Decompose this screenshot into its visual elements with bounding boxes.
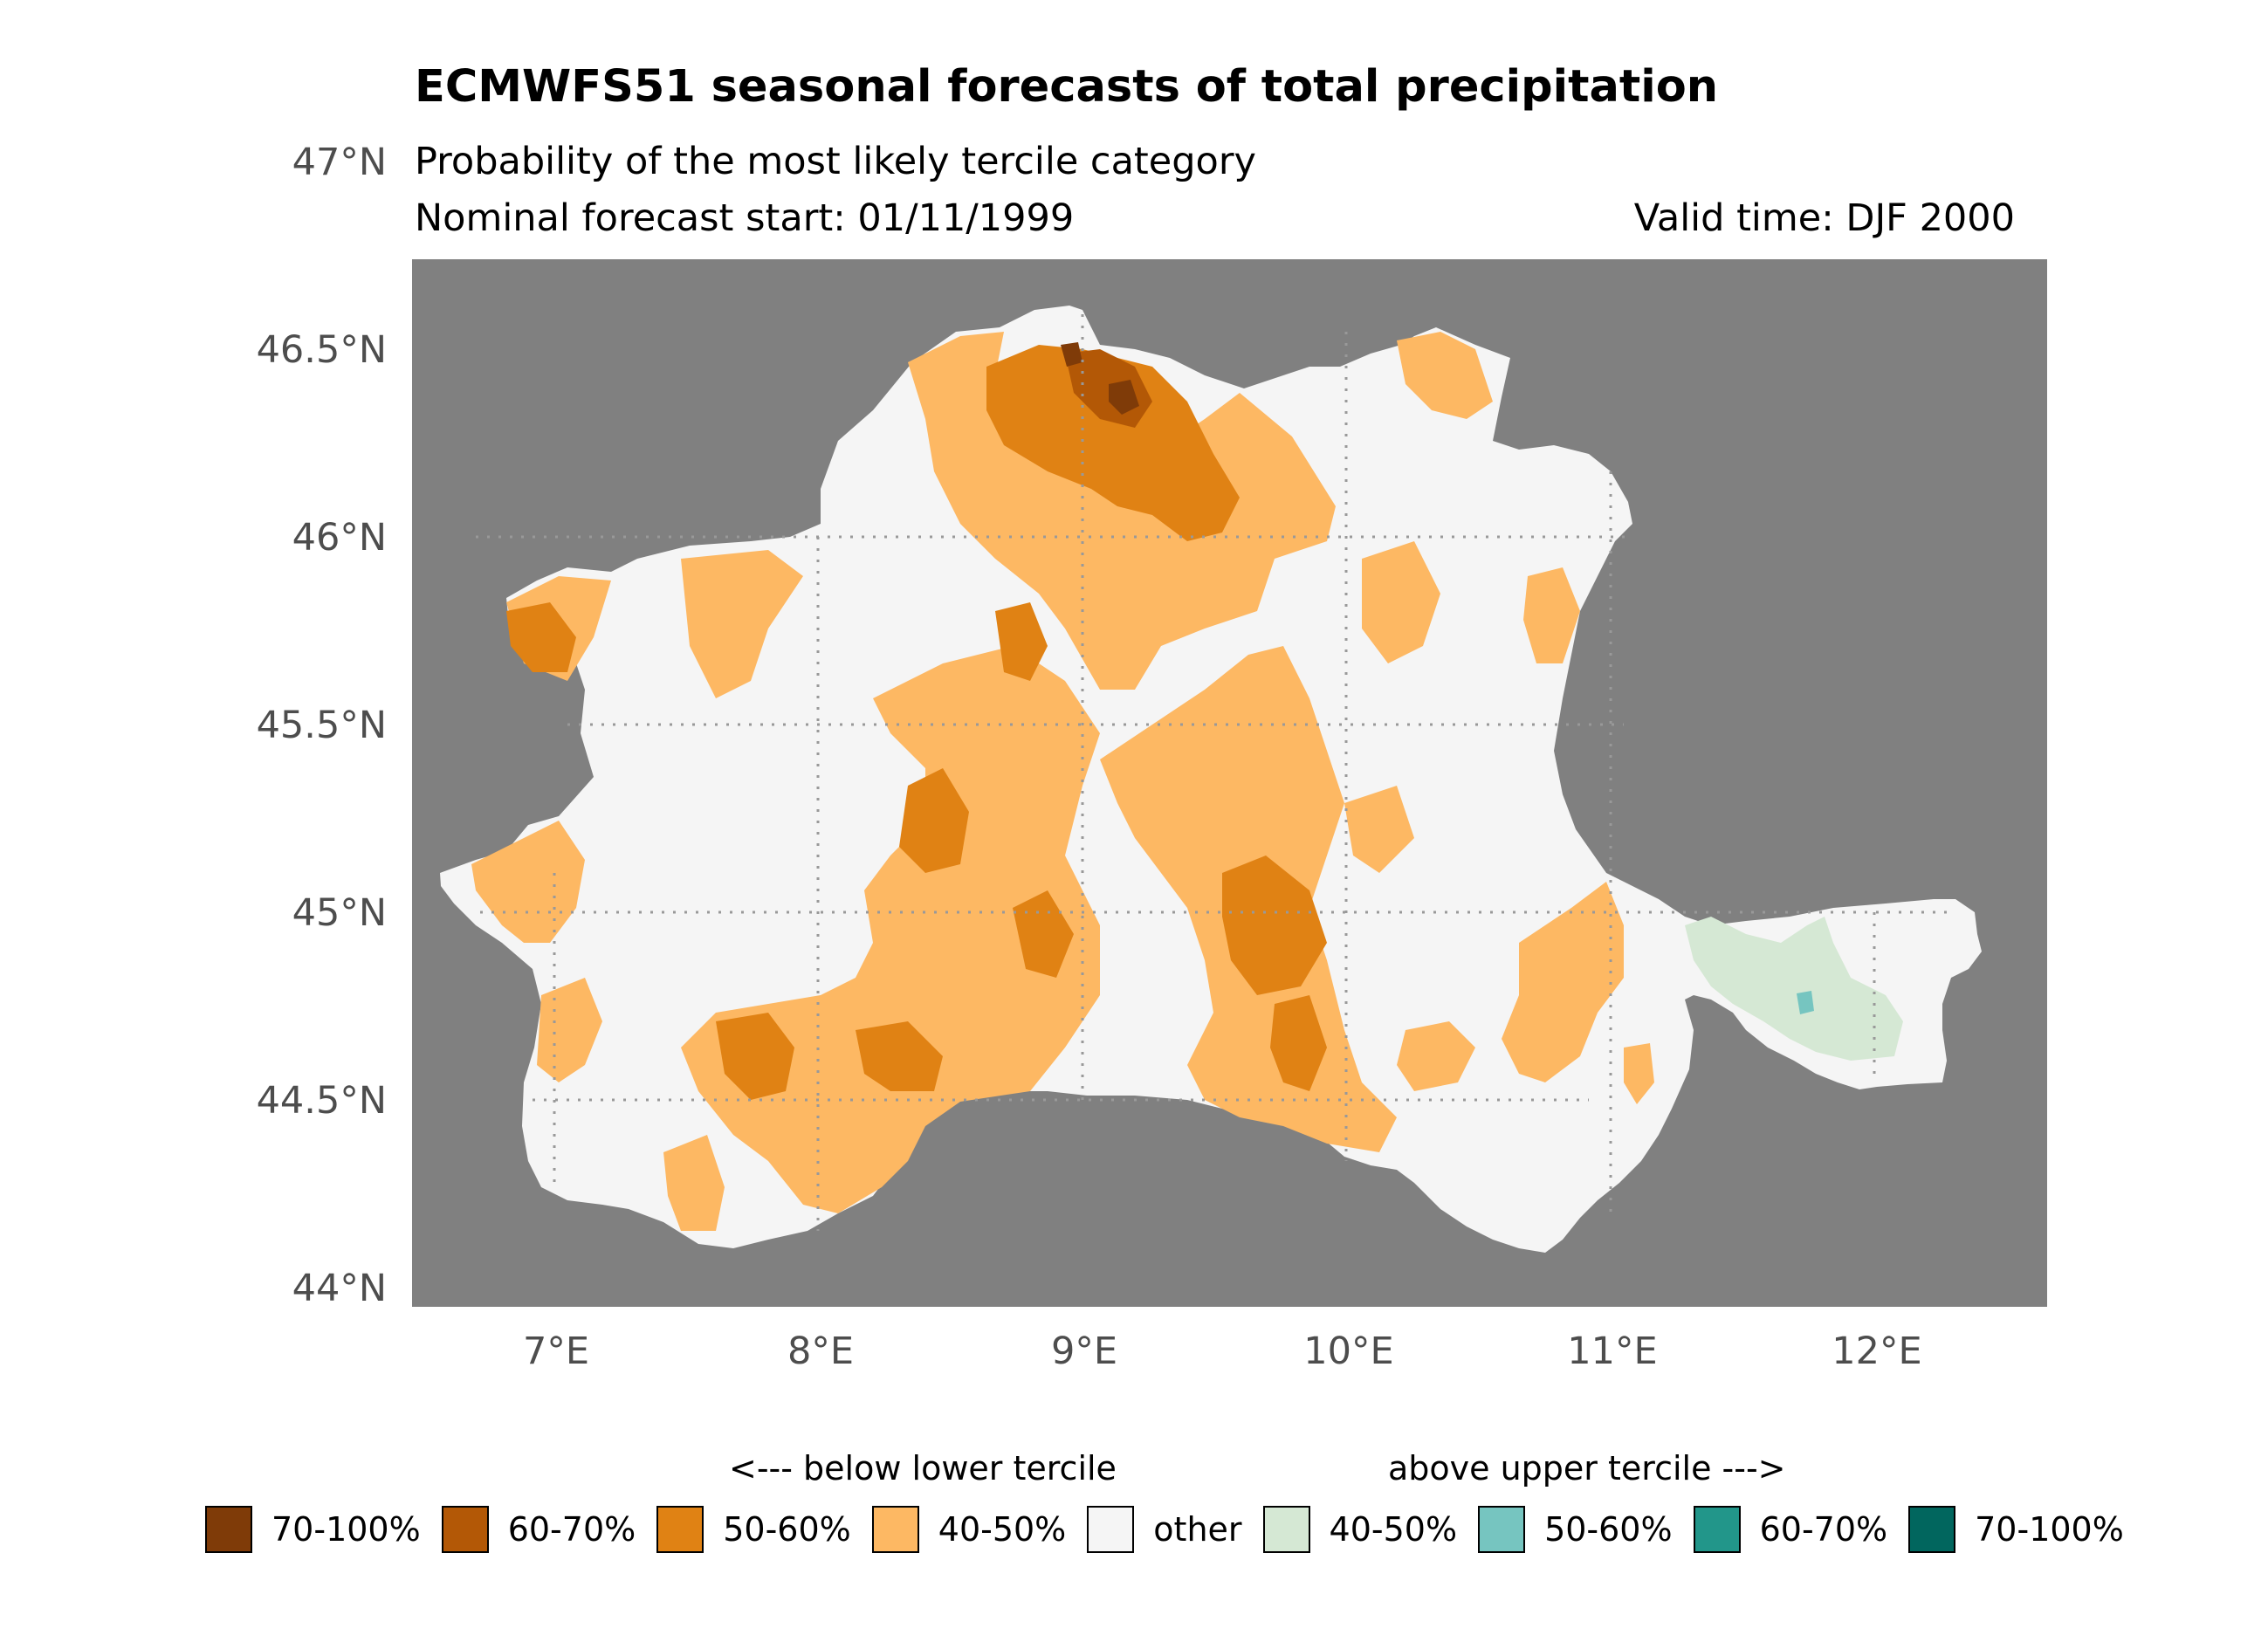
legend-item: 60-70%	[441, 1506, 636, 1553]
lat-label: 44°N	[292, 1267, 387, 1310]
legend-label: 70-100%	[271, 1510, 421, 1549]
legend-label: other	[1153, 1510, 1242, 1549]
legend-item: 60-70%	[1693, 1506, 1888, 1553]
below-50-60-patches	[506, 345, 1327, 1100]
legend-item: other	[1087, 1506, 1242, 1553]
lat-labels: 47°N 46.5°N 46°N 45.5°N 45°N 44.5°N 44°N	[257, 141, 387, 1310]
legend-item: 70-100%	[205, 1506, 421, 1553]
legend-swatch	[1087, 1506, 1135, 1553]
legend-above-header: above upper tercile --->	[1388, 1449, 1786, 1488]
gridlines	[476, 314, 1947, 1231]
lat-label: 45°N	[292, 891, 387, 935]
lat-label: 45.5°N	[257, 704, 387, 747]
below-70-100-patches	[1061, 342, 1139, 415]
legend-swatch	[871, 1506, 919, 1553]
lon-label: 12°E	[1832, 1330, 1921, 1373]
legend-label: 60-70%	[507, 1510, 636, 1549]
legend-label: 50-60%	[1544, 1510, 1673, 1549]
legend-below-header: <--- below lower tercile	[729, 1449, 1117, 1488]
legend-swatch	[205, 1506, 252, 1553]
lat-label: 46.5°N	[257, 328, 387, 372]
legend-swatch	[656, 1506, 704, 1553]
legend-item: 40-50%	[1262, 1506, 1458, 1553]
valid-time-label: Valid time: DJF 2000	[1633, 196, 2015, 240]
lat-label: 44.5°N	[257, 1079, 387, 1123]
map-title: ECMWFS51 seasonal forecasts of total pre…	[415, 61, 1719, 113]
legend-item: 50-60%	[1478, 1506, 1673, 1553]
legend-label: 70-100%	[1975, 1510, 2124, 1549]
legend-item: 50-60%	[656, 1506, 851, 1553]
lat-label: 46°N	[292, 516, 387, 560]
legend-item: 40-50%	[871, 1506, 1067, 1553]
legend-swatch	[1262, 1506, 1310, 1553]
lon-label: 7°E	[523, 1330, 589, 1373]
above-40-50-patches	[1685, 917, 1903, 1061]
legend-swatch	[1478, 1506, 1526, 1553]
lon-label: 11°E	[1567, 1330, 1657, 1373]
legend-swatch	[1693, 1506, 1741, 1553]
lat-label: 47°N	[292, 141, 387, 184]
legend-label: 50-60%	[723, 1510, 851, 1549]
legend-label: 40-50%	[1329, 1510, 1458, 1549]
legend-swatch	[441, 1506, 489, 1553]
above-50-60-patches	[1797, 991, 1814, 1014]
legend-label: 60-70%	[1759, 1510, 1888, 1549]
map-subtitle: Probability of the most likely tercile c…	[415, 140, 1256, 183]
legend-swatch	[1908, 1506, 1956, 1553]
legend-item: 70-100%	[1908, 1506, 2124, 1553]
lon-label: 8°E	[787, 1330, 854, 1373]
legend: 70-100% 60-70% 50-60% 40-50% other 40-50…	[205, 1506, 2145, 1553]
legend-label: 40-50%	[938, 1510, 1067, 1549]
lon-label: 10°E	[1303, 1330, 1393, 1373]
lon-labels: 7°E 8°E 9°E 10°E 11°E 12°E	[523, 1330, 1922, 1373]
forecast-start-label: Nominal forecast start: 01/11/1999	[415, 196, 1075, 240]
lon-label: 9°E	[1051, 1330, 1117, 1373]
